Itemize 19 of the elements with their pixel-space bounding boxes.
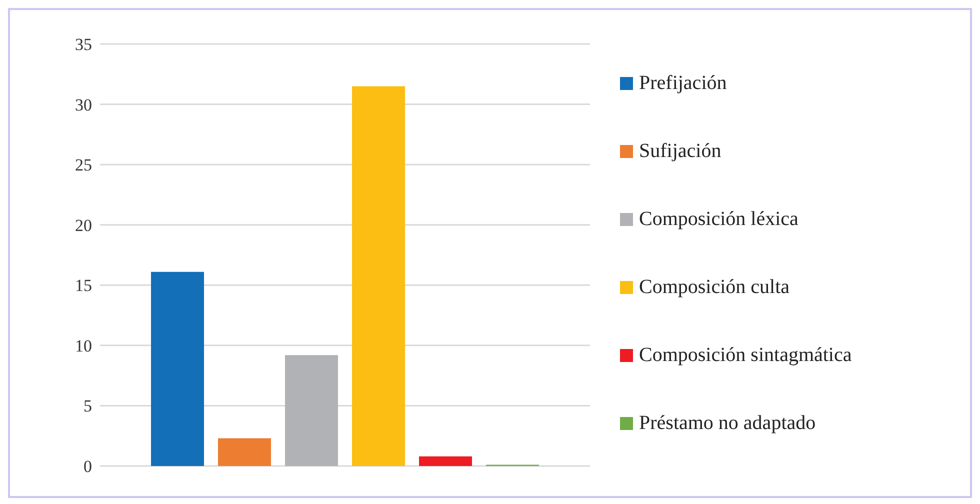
bar: [285, 355, 338, 466]
legend-label: Préstamo no adaptado: [639, 412, 816, 434]
bar: [419, 456, 472, 466]
bar: [352, 86, 405, 466]
bar: [151, 272, 204, 466]
legend-label: Sufijación: [639, 140, 722, 162]
y-tick-label: 30: [75, 95, 92, 114]
y-tick-label: 20: [75, 216, 92, 235]
y-tick-label: 25: [75, 156, 92, 175]
legend-label: Composición léxica: [639, 208, 798, 230]
legend-label: Composición sintagmática: [639, 344, 852, 366]
y-tick-label: 15: [75, 276, 92, 296]
bar: [218, 438, 271, 466]
y-tick-label: 35: [75, 35, 92, 54]
legend-label: Composición culta: [639, 276, 790, 298]
y-tick-label: 5: [84, 396, 92, 416]
y-tick-label: 0: [84, 457, 92, 476]
y-tick-label: 10: [75, 336, 92, 356]
legend-label: Prefijación: [639, 72, 727, 94]
